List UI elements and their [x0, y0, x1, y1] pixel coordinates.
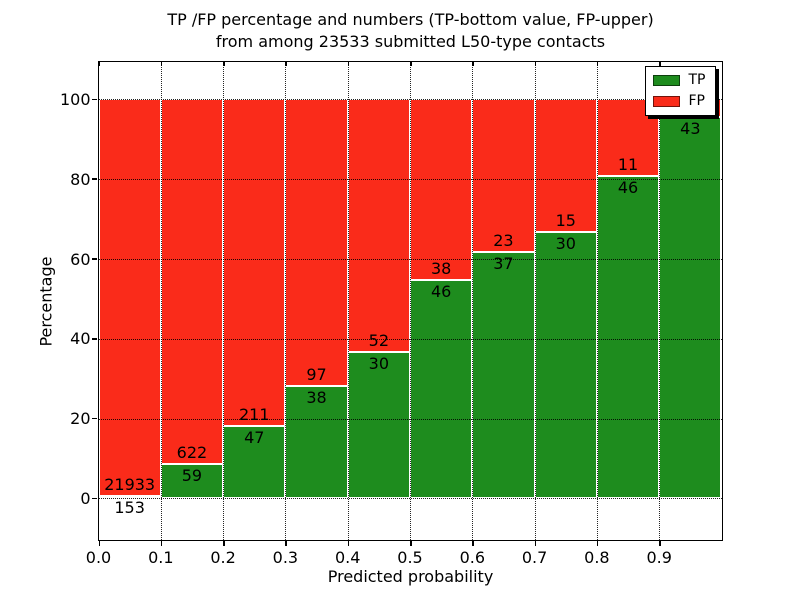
bar-tp-segment [410, 279, 473, 499]
x-axis-tick [596, 541, 599, 546]
bar-fp-value-label: 211 [238, 404, 270, 424]
legend-item-tp: TP [652, 71, 706, 88]
bar-tp-value-label: 30 [368, 354, 390, 374]
bar-fp-value-label: 38 [430, 258, 452, 278]
bar-fp-value-label: 15 [555, 211, 576, 231]
x-axis-tick-inner [98, 61, 100, 66]
gridline-vertical [285, 61, 287, 540]
bar-fp-value-label: 622 [176, 442, 208, 462]
bar-fp-segment [472, 99, 535, 253]
x-axis-tick [534, 541, 537, 546]
legend: TP FP [644, 65, 716, 116]
x-axis-tick [285, 541, 287, 546]
plot-area: 21933 153 622 59 211 47 97 38 52 30 38 46 23 37 15 30 11… [60, 60, 723, 567]
legend-tp-swatch-icon [652, 74, 680, 86]
bar-fp-segment [410, 99, 473, 280]
y-tick-label: 100 [59, 89, 91, 109]
bar-fp-segment [534, 99, 597, 233]
x-axis-tick [410, 541, 412, 546]
x-tick-label: 0.1 [148, 547, 174, 567]
y-axis-tick [92, 417, 97, 420]
bar-tp-segment [98, 495, 161, 499]
y-axis-tick [92, 258, 97, 260]
y-axis-tick [92, 98, 97, 101]
bar-fp-segment [223, 99, 286, 426]
bar-tp-segment [160, 463, 224, 499]
bar-tp-value-label: 30 [555, 234, 576, 254]
bar-fp-value-label: 23 [493, 231, 514, 251]
x-axis-tick [347, 541, 350, 546]
bar-fp-segment [285, 99, 348, 387]
bar-tp-value-label: 47 [244, 427, 265, 447]
x-tick-label: 0.5 [397, 547, 423, 567]
y-axis-tick [92, 497, 97, 500]
x-axis-tick [160, 541, 163, 546]
x-tick-label: 0.7 [521, 547, 548, 567]
gridline-vertical [160, 61, 162, 540]
x-tick-label: 0.3 [272, 547, 299, 567]
y-axis-tick [92, 338, 97, 340]
x-tick-label: 0.4 [334, 547, 361, 567]
legend-fp-swatch-icon [652, 95, 680, 107]
gridline-vertical [223, 61, 225, 540]
bar-tp-value-label: 46 [617, 178, 639, 198]
x-axis-tick [659, 541, 661, 546]
bar-tp-value-label: 43 [680, 119, 701, 139]
x-tick-label: 0.2 [210, 547, 236, 567]
legend-item-fp: FP [652, 92, 706, 109]
legend-tp-label: TP [688, 71, 706, 88]
y-tick-label: 40 [70, 329, 91, 349]
bar-fp-segment [347, 99, 410, 353]
bar-tp-value-label: 153 [114, 497, 145, 517]
gridline-vertical [347, 61, 349, 540]
bar-tp-segment [223, 425, 286, 499]
bar-tp-value-label: 38 [306, 388, 327, 408]
x-tick-label: 0.9 [646, 547, 672, 567]
x-axis-label: Predicted probability [327, 567, 494, 586]
x-tick-label: 0.8 [584, 547, 610, 567]
gridline-vertical [472, 61, 474, 540]
bar-tp-value-label: 46 [430, 281, 452, 301]
x-axis-tick [223, 541, 225, 546]
chart-title-line2: from among 23533 submitted L50-type cont… [215, 32, 606, 51]
bar-fp-value-label: 11 [617, 155, 639, 175]
x-axis-tick [472, 541, 474, 546]
chart-title: TP /FP percentage and numbers (TP-bottom… [99, 9, 722, 53]
gridline-vertical [534, 61, 536, 540]
bar-fp-value-label: 52 [368, 331, 390, 351]
legend-fp-label: FP [688, 92, 706, 109]
gridline-vertical [596, 61, 598, 540]
y-tick-label: 80 [70, 169, 91, 189]
bar-fp-value-label: 97 [306, 365, 327, 385]
x-tick-label: 0.6 [459, 547, 486, 567]
bar-tp-segment [596, 176, 660, 499]
bar-tp-value-label: 59 [181, 465, 203, 485]
gridline-vertical [410, 61, 411, 540]
y-tick-label: 60 [70, 249, 91, 269]
y-axis-tick [92, 178, 97, 180]
y-tick-label: 0 [80, 488, 91, 508]
x-tick-label: 0.0 [85, 547, 112, 567]
x-axis-tick [98, 541, 100, 546]
bar-tp-segment [534, 232, 597, 499]
bar-tp-segment [472, 252, 535, 499]
bar-fp-value-label: 21933 [104, 474, 156, 494]
y-tick-label: 20 [70, 409, 91, 429]
bar-tp-value-label: 37 [493, 254, 514, 274]
gridline-vertical [659, 61, 661, 540]
chart-title-line1: TP /FP percentage and numbers (TP-bottom… [167, 10, 654, 29]
bar-fp-segment [98, 99, 161, 496]
bar-tp-segment [659, 117, 722, 499]
bar-tp-segment [347, 352, 410, 499]
